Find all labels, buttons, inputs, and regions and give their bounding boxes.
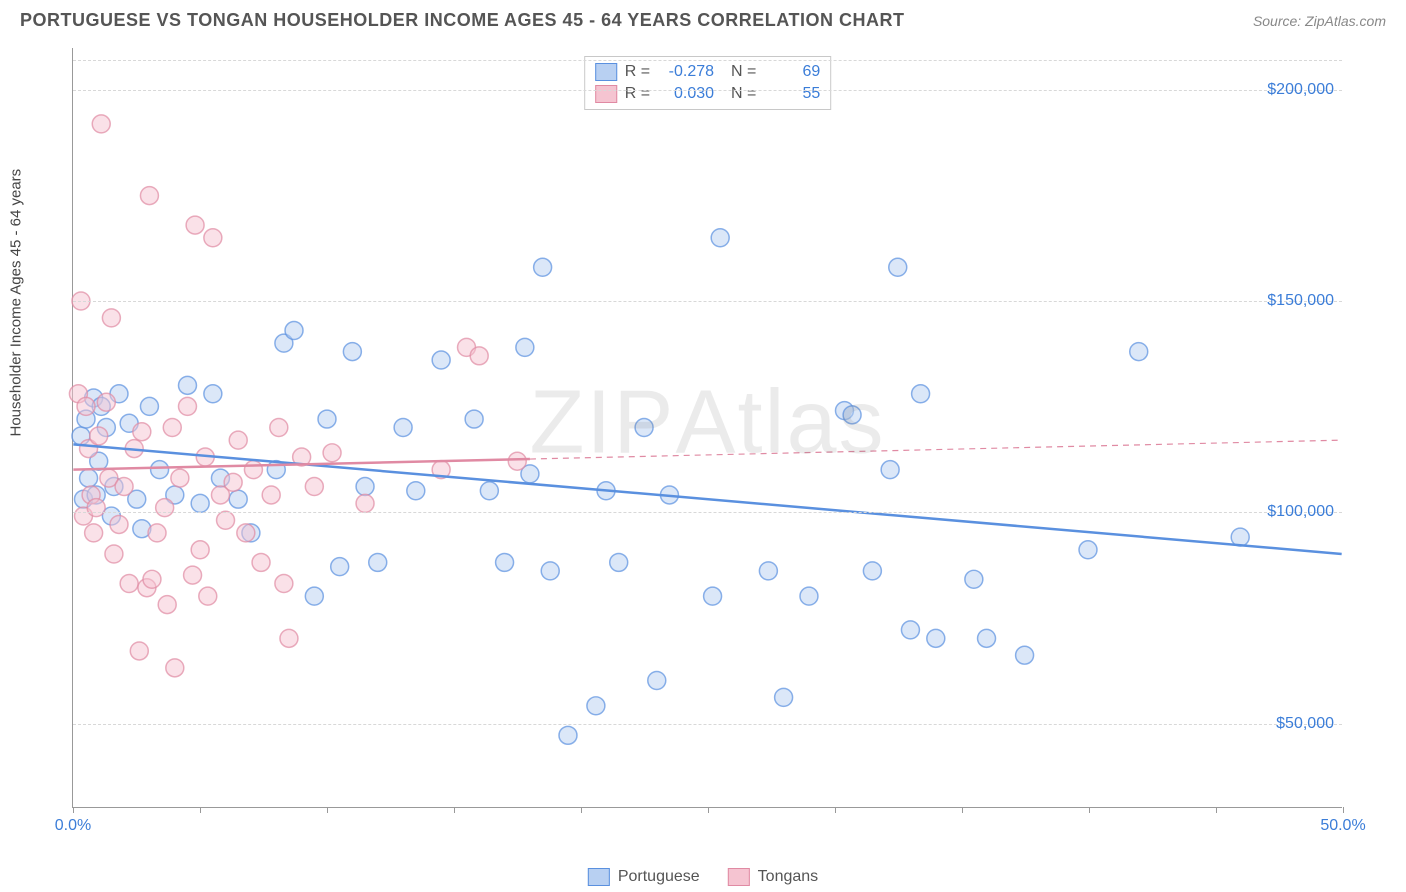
stats-legend-box: R = -0.278 N = 69 R = 0.030 N = 55 [584, 56, 832, 110]
series-legend: Portuguese Tongans [588, 868, 818, 886]
legend-item-portuguese: Portuguese [588, 868, 700, 886]
stat-r-label: R = [625, 63, 650, 81]
swatch-portuguese [588, 868, 610, 886]
stats-row-portuguese: R = -0.278 N = 69 [595, 61, 821, 83]
x-tick-label-right: 50.0% [1320, 817, 1365, 835]
stat-r-tongans: 0.030 [658, 85, 714, 103]
stat-n-label: N = [722, 85, 756, 103]
y-tick-label: $50,000 [1276, 715, 1334, 733]
y-tick-label: $200,000 [1267, 81, 1334, 99]
plot-area: ZIPAtlas R = -0.278 N = 69 R = 0.030 N =… [72, 48, 1342, 808]
stat-n-label: N = [722, 63, 756, 81]
swatch-portuguese [595, 63, 617, 81]
x-tick-label-left: 0.0% [55, 817, 91, 835]
legend-label: Tongans [758, 868, 819, 886]
chart-container: Householder Income Ages 45 - 64 years ZI… [52, 48, 1382, 838]
stats-row-tongans: R = 0.030 N = 55 [595, 83, 821, 105]
legend-item-tongans: Tongans [728, 868, 819, 886]
chart-header: PORTUGUESE VS TONGAN HOUSEHOLDER INCOME … [0, 0, 1406, 39]
chart-source: Source: ZipAtlas.com [1253, 13, 1386, 29]
y-tick-label: $100,000 [1267, 503, 1334, 521]
swatch-tongans [595, 85, 617, 103]
swatch-tongans [728, 868, 750, 886]
stat-r-portuguese: -0.278 [658, 63, 714, 81]
y-axis-label: Householder Income Ages 45 - 64 years [8, 169, 25, 437]
stat-r-label: R = [625, 85, 650, 103]
legend-label: Portuguese [618, 868, 700, 886]
y-tick-label: $150,000 [1267, 292, 1334, 310]
plot-svg [73, 48, 1342, 807]
chart-title: PORTUGUESE VS TONGAN HOUSEHOLDER INCOME … [20, 10, 904, 31]
stat-n-tongans: 55 [764, 85, 820, 103]
stat-n-portuguese: 69 [764, 63, 820, 81]
